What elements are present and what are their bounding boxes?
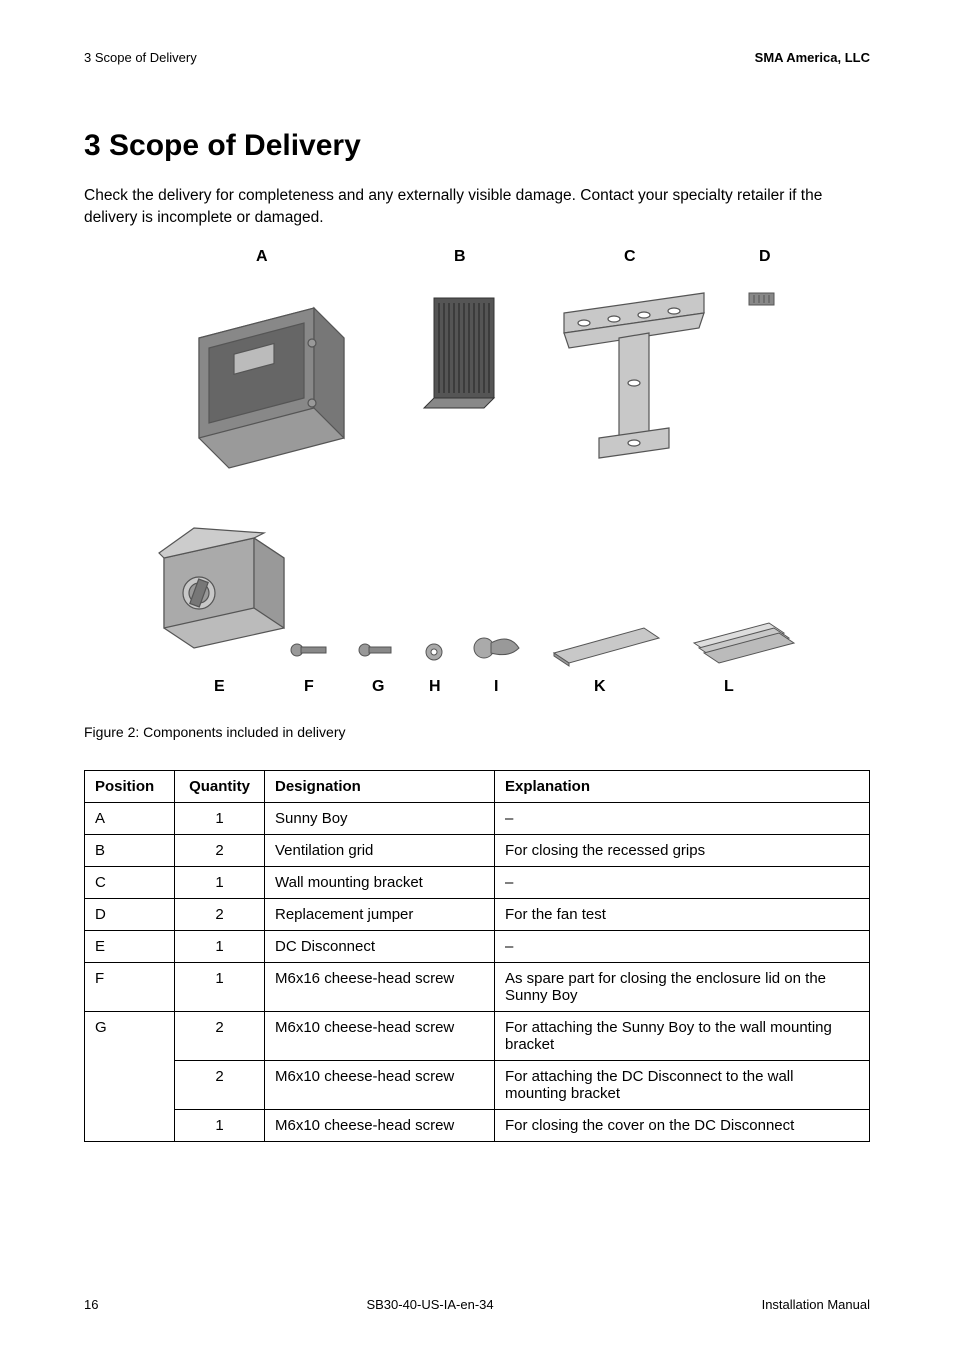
table-row: G2M6x10 cheese-head screwFor attaching t… bbox=[85, 1011, 870, 1060]
footer-doc-type: Installation Manual bbox=[762, 1297, 870, 1312]
cell-quantity: 2 bbox=[175, 834, 265, 866]
figure-caption: Figure 2: Components included in deliver… bbox=[84, 724, 870, 740]
page-header: 3 Scope of Delivery SMA America, LLC bbox=[84, 50, 870, 65]
item-c-bracket bbox=[544, 283, 724, 483]
cell-explanation: As spare part for closing the enclosure … bbox=[495, 962, 870, 1011]
figure-2: A B C D bbox=[84, 248, 870, 708]
footer-doc-id: SB30-40-US-IA-en-34 bbox=[366, 1297, 493, 1312]
table-header-row: Position Quantity Designation Explanatio… bbox=[85, 770, 870, 802]
fig-label-b: B bbox=[454, 248, 466, 266]
th-position: Position bbox=[85, 770, 175, 802]
table-row: D2Replacement jumperFor the fan test bbox=[85, 898, 870, 930]
item-l-documents bbox=[674, 608, 804, 668]
cell-quantity: 1 bbox=[175, 866, 265, 898]
cell-position: C bbox=[85, 866, 175, 898]
item-e-dc-disconnect bbox=[144, 518, 304, 658]
cell-designation: Replacement jumper bbox=[265, 898, 495, 930]
cell-quantity: 1 bbox=[175, 962, 265, 1011]
cell-explanation: – bbox=[495, 930, 870, 962]
cell-position: G bbox=[85, 1011, 175, 1141]
fig-label-i: I bbox=[494, 678, 498, 696]
item-g-screw bbox=[357, 638, 402, 663]
th-explanation: Explanation bbox=[495, 770, 870, 802]
cell-designation: M6x10 cheese-head screw bbox=[265, 1060, 495, 1109]
table-row: 1M6x10 cheese-head screwFor closing the … bbox=[85, 1109, 870, 1141]
header-company: SMA America, LLC bbox=[755, 50, 870, 65]
cell-explanation: For attaching the DC Disconnect to the w… bbox=[495, 1060, 870, 1109]
table-row: B2Ventilation gridFor closing the recess… bbox=[85, 834, 870, 866]
th-designation: Designation bbox=[265, 770, 495, 802]
cell-quantity: 2 bbox=[175, 1011, 265, 1060]
cell-designation: M6x16 cheese-head screw bbox=[265, 962, 495, 1011]
item-a-inverter bbox=[164, 278, 364, 478]
table-row: A1Sunny Boy– bbox=[85, 802, 870, 834]
item-b-grid bbox=[414, 288, 514, 418]
cell-explanation: For attaching the Sunny Boy to the wall … bbox=[495, 1011, 870, 1060]
fig-label-g: G bbox=[372, 678, 384, 696]
cell-position: F bbox=[85, 962, 175, 1011]
cell-designation: M6x10 cheese-head screw bbox=[265, 1109, 495, 1141]
cell-quantity: 1 bbox=[175, 802, 265, 834]
cell-quantity: 2 bbox=[175, 1060, 265, 1109]
fig-label-k: K bbox=[594, 678, 606, 696]
delivery-table: Position Quantity Designation Explanatio… bbox=[84, 770, 870, 1142]
table-row: C1Wall mounting bracket– bbox=[85, 866, 870, 898]
intro-paragraph: Check the delivery for completeness and … bbox=[84, 185, 870, 230]
footer-page-number: 16 bbox=[84, 1297, 98, 1312]
cell-quantity: 1 bbox=[175, 930, 265, 962]
cell-explanation: – bbox=[495, 802, 870, 834]
fig-label-c: C bbox=[624, 248, 636, 266]
cell-explanation: For closing the recessed grips bbox=[495, 834, 870, 866]
cell-designation: Wall mounting bracket bbox=[265, 866, 495, 898]
fig-label-h: H bbox=[429, 678, 441, 696]
cell-quantity: 1 bbox=[175, 1109, 265, 1141]
fig-label-f: F bbox=[304, 678, 314, 696]
fig-label-a: A bbox=[256, 248, 268, 266]
item-d-jumper bbox=[744, 288, 784, 313]
fig-label-l: L bbox=[724, 678, 734, 696]
cell-explanation: – bbox=[495, 866, 870, 898]
fig-label-e: E bbox=[214, 678, 225, 696]
item-k-piece bbox=[544, 618, 664, 668]
cell-position: A bbox=[85, 802, 175, 834]
cell-designation: Ventilation grid bbox=[265, 834, 495, 866]
table-row: F1M6x16 cheese-head screwAs spare part f… bbox=[85, 962, 870, 1011]
page-footer: 16 SB30-40-US-IA-en-34 Installation Manu… bbox=[84, 1297, 870, 1312]
cell-explanation: For the fan test bbox=[495, 898, 870, 930]
item-i-plug bbox=[469, 628, 529, 663]
cell-explanation: For closing the cover on the DC Disconne… bbox=[495, 1109, 870, 1141]
cell-designation: M6x10 cheese-head screw bbox=[265, 1011, 495, 1060]
section-title: 3 Scope of Delivery bbox=[84, 129, 870, 163]
cell-designation: Sunny Boy bbox=[265, 802, 495, 834]
table-row: E1DC Disconnect– bbox=[85, 930, 870, 962]
cell-position: E bbox=[85, 930, 175, 962]
th-quantity: Quantity bbox=[175, 770, 265, 802]
fig-label-d: D bbox=[759, 248, 771, 266]
cell-position: B bbox=[85, 834, 175, 866]
item-h-washer bbox=[422, 640, 446, 664]
item-f-screw bbox=[289, 638, 334, 663]
cell-quantity: 2 bbox=[175, 898, 265, 930]
cell-position: D bbox=[85, 898, 175, 930]
cell-designation: DC Disconnect bbox=[265, 930, 495, 962]
header-section: 3 Scope of Delivery bbox=[84, 50, 197, 65]
table-row: 2M6x10 cheese-head screwFor attaching th… bbox=[85, 1060, 870, 1109]
